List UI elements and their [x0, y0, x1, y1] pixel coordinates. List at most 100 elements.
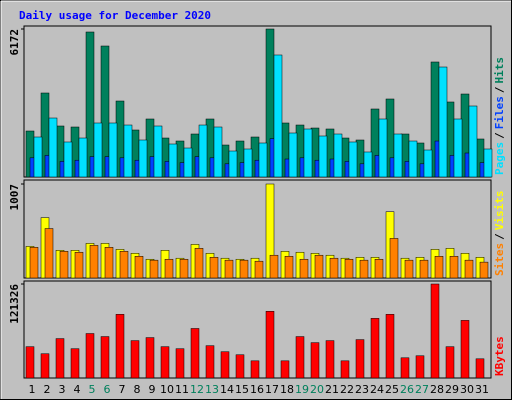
- bar: [123, 124, 133, 178]
- bar: [460, 320, 470, 379]
- y-tick-label: 121326: [8, 284, 21, 324]
- bar: [119, 251, 129, 279]
- bar: [468, 105, 478, 178]
- chart-title: Daily usage for December 2020: [19, 9, 211, 22]
- bar: [100, 336, 110, 379]
- bar: [85, 333, 95, 379]
- x-tick-label: 10: [160, 383, 174, 396]
- bar: [464, 259, 474, 279]
- legend: Pages / Files / Hits: [493, 57, 506, 175]
- x-tick-label: 12: [190, 383, 204, 396]
- bar: [374, 258, 384, 279]
- x-tick-label: 17: [265, 383, 279, 396]
- bar: [93, 122, 103, 178]
- bar: [385, 314, 395, 379]
- x-tick-label: 23: [355, 383, 369, 396]
- bar: [104, 247, 114, 279]
- bar: [423, 149, 433, 178]
- bar: [145, 337, 155, 379]
- x-tick-label: 5: [89, 383, 96, 396]
- bar: [370, 318, 380, 379]
- bar: [453, 118, 463, 178]
- x-tick-label: 9: [149, 383, 156, 396]
- bar: [220, 351, 230, 379]
- bar: [393, 133, 403, 178]
- bar: [404, 259, 414, 279]
- x-tick-label: 21: [325, 383, 339, 396]
- bar: [389, 238, 399, 279]
- x-tick-label: 3: [59, 383, 66, 396]
- x-tick-label: 22: [340, 383, 354, 396]
- bar: [273, 54, 283, 178]
- bar: [400, 357, 410, 379]
- bar: [419, 259, 429, 279]
- bar: [288, 132, 298, 178]
- bar: [70, 348, 80, 379]
- x-tick-label: 27: [415, 383, 429, 396]
- bar: [183, 147, 193, 178]
- bar: [348, 141, 358, 178]
- bar: [280, 360, 290, 379]
- x-tick-label: 1: [29, 383, 36, 396]
- bar: [299, 258, 309, 279]
- x-tick-label: 18: [280, 383, 294, 396]
- bar: [329, 257, 339, 279]
- bar: [209, 257, 219, 279]
- bar: [190, 328, 200, 379]
- bar: [198, 124, 208, 178]
- bar: [445, 346, 455, 379]
- bar: [168, 143, 178, 178]
- bar: [303, 128, 313, 178]
- bar: [48, 117, 58, 178]
- bar: [483, 148, 493, 178]
- bar: [475, 358, 485, 379]
- bar: [205, 345, 215, 379]
- bar: [179, 258, 189, 279]
- bar: [78, 137, 88, 178]
- bar: [434, 256, 444, 279]
- x-tick-label: 25: [385, 383, 399, 396]
- bar: [74, 251, 84, 279]
- bar: [149, 259, 159, 279]
- legend-entry: Hits: [493, 57, 506, 84]
- bar: [265, 311, 275, 379]
- bar: [153, 125, 163, 178]
- y-tick-label: 6172: [8, 29, 21, 56]
- x-tick-label: 7: [119, 383, 126, 396]
- bar: [164, 258, 174, 279]
- bar: [250, 360, 260, 379]
- bar: [438, 66, 448, 178]
- bar: [25, 346, 35, 379]
- legend-separator: /: [493, 132, 506, 139]
- bar: [355, 339, 365, 379]
- legend-separator: /: [493, 233, 506, 240]
- legend-entry: Visits: [493, 191, 506, 231]
- bar: [115, 314, 125, 379]
- x-tick-label: 20: [310, 383, 324, 396]
- bar: [359, 259, 369, 279]
- x-tick-label: 13: [205, 383, 219, 396]
- bar: [228, 150, 238, 178]
- bar: [134, 256, 144, 279]
- bar: [239, 259, 249, 279]
- bar: [479, 261, 489, 279]
- x-tick-label: 14: [220, 383, 234, 396]
- bar: [59, 251, 69, 279]
- bar: [340, 360, 350, 379]
- x-tick-label: 4: [74, 383, 81, 396]
- bar: [314, 254, 324, 279]
- legend: KBytes: [493, 336, 506, 376]
- x-tick-label: 26: [400, 383, 414, 396]
- bar: [235, 354, 245, 379]
- bar: [254, 260, 264, 279]
- bar: [378, 118, 388, 178]
- bar: [224, 259, 234, 279]
- bar: [449, 256, 459, 279]
- x-tick-label: 28: [430, 383, 444, 396]
- bar: [40, 353, 50, 379]
- bar: [89, 245, 99, 279]
- bar: [310, 342, 320, 379]
- bar: [415, 355, 425, 379]
- bar: [44, 228, 54, 279]
